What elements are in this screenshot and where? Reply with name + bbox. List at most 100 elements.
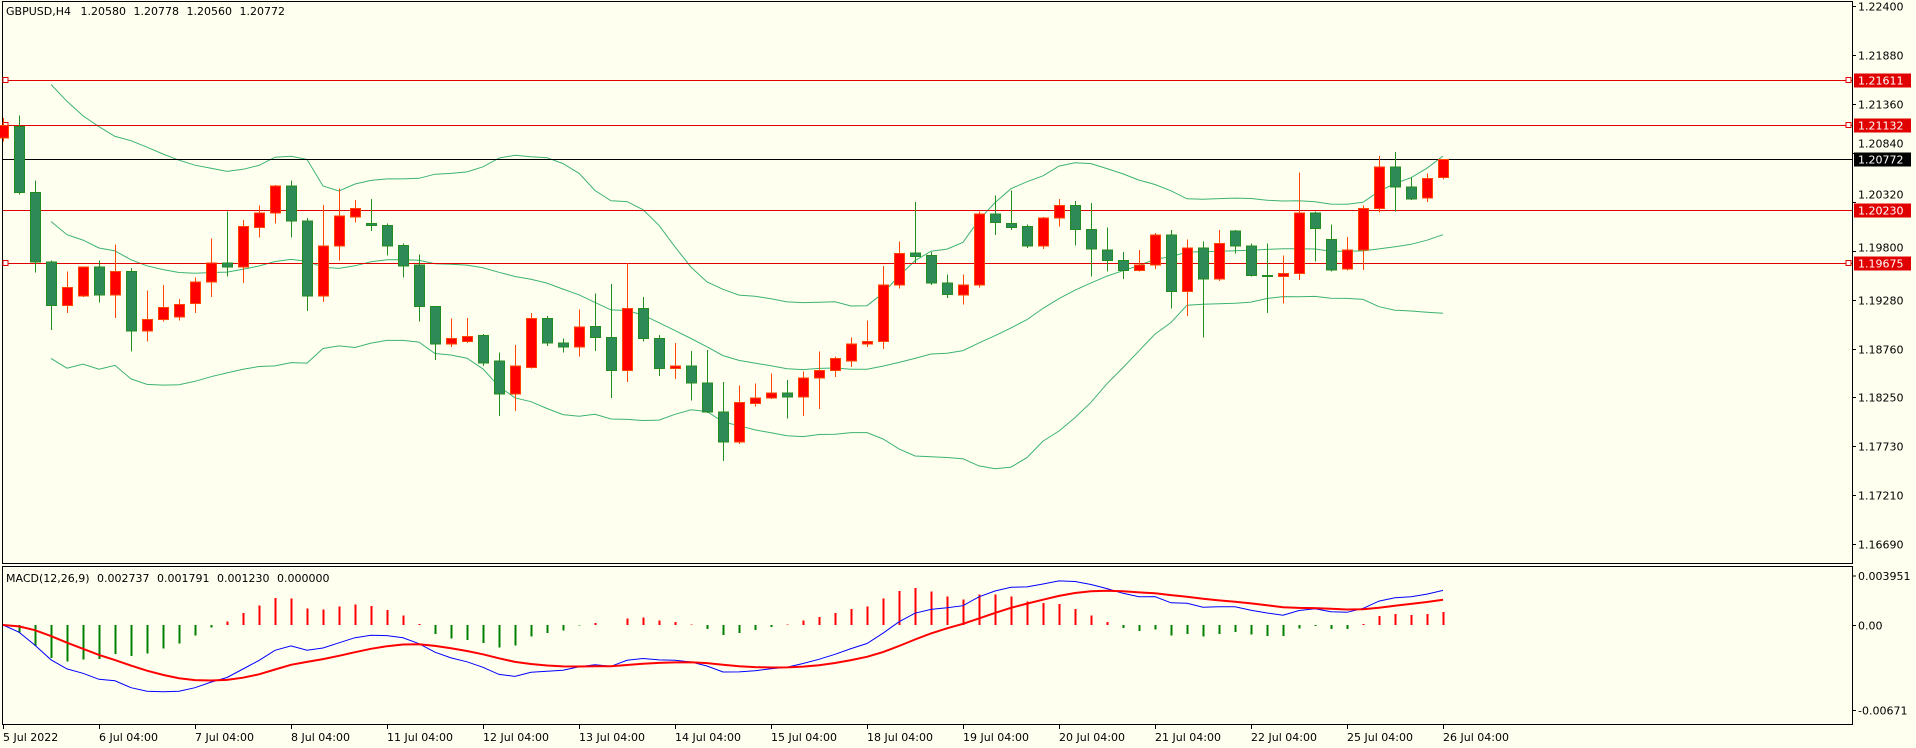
bearish-candle bbox=[14, 115, 25, 195]
price-tag bbox=[1854, 256, 1911, 271]
bearish-candle bbox=[478, 333, 489, 366]
bearish-candle bbox=[1198, 241, 1209, 338]
time-tick-label: 15 Jul 04:00 bbox=[771, 731, 837, 744]
bullish-candle bbox=[110, 244, 121, 318]
candle-body bbox=[638, 307, 649, 340]
bearish-candle bbox=[430, 305, 441, 361]
price-tick-label: 1.20840 bbox=[1858, 138, 1904, 151]
bullish-candle bbox=[894, 241, 905, 289]
bullish-candle bbox=[62, 271, 73, 314]
candle-body bbox=[1038, 217, 1049, 247]
bearish-candle bbox=[638, 297, 649, 342]
candle-body bbox=[846, 343, 857, 362]
candle-body bbox=[62, 287, 73, 307]
candle-body bbox=[494, 360, 505, 395]
bearish-candle bbox=[926, 251, 937, 285]
bearish-candle bbox=[942, 274, 953, 299]
macd-tick-label: 0.003951 bbox=[1858, 570, 1911, 583]
bearish-candle bbox=[1406, 177, 1417, 201]
bullish-candle bbox=[622, 263, 633, 382]
bearish-candle bbox=[686, 350, 697, 401]
bearish-candle bbox=[94, 260, 105, 303]
bullish-candle bbox=[814, 351, 825, 410]
bearish-candle bbox=[1326, 224, 1337, 272]
price-axis: 1.22400 1.21880 1.21360 1.20840 1.20320 1.198… bbox=[1852, 1, 1911, 552]
candle-body bbox=[830, 357, 841, 372]
candle-body bbox=[766, 392, 777, 399]
macd-value-4: 0.000000 bbox=[277, 572, 330, 585]
price-tick-label: 1.21360 bbox=[1858, 99, 1904, 112]
candle-body bbox=[798, 377, 809, 398]
candle-body bbox=[718, 411, 729, 443]
price-tick-label: 1.16690 bbox=[1858, 539, 1904, 552]
bullish-candle bbox=[238, 219, 249, 283]
candle-body bbox=[382, 224, 393, 247]
candle-body bbox=[702, 382, 713, 413]
line-anchor-handle bbox=[2, 77, 9, 83]
bullish-candle bbox=[1342, 236, 1353, 271]
candle-body bbox=[1070, 205, 1081, 230]
macd-panel[interactable] bbox=[2, 566, 1853, 725]
bullish-candle bbox=[1054, 199, 1065, 227]
bullish-candle bbox=[1182, 239, 1193, 316]
time-axis: 5 Jul 2022 6 Jul 04:00 7 Jul 04:00 8 Jul 04… bbox=[3, 725, 1509, 744]
bearish-candle bbox=[1230, 230, 1241, 254]
candle-body bbox=[126, 271, 137, 332]
bearish-candle bbox=[1262, 243, 1273, 314]
bullish-candle bbox=[510, 345, 521, 412]
bullish-candle bbox=[766, 373, 777, 399]
bollinger-lower-band bbox=[50, 295, 1444, 470]
bearish-candle bbox=[1102, 227, 1113, 272]
bearish-candle bbox=[1070, 200, 1081, 246]
macd-main-line bbox=[2, 580, 1444, 693]
candle-body bbox=[990, 213, 1001, 224]
bullish-candle bbox=[254, 205, 265, 238]
time-tick-label: 5 Jul 2022 bbox=[3, 731, 58, 744]
candle-body bbox=[622, 307, 633, 372]
candle-body bbox=[590, 325, 601, 339]
candle-body bbox=[1166, 234, 1177, 292]
candle-body bbox=[430, 305, 441, 345]
macd-axis: 0.003951 0.00 -0.00671 bbox=[1852, 570, 1911, 718]
price-tick-label: 1.17210 bbox=[1858, 490, 1904, 503]
bearish-candle bbox=[1022, 224, 1033, 249]
candle-body bbox=[942, 282, 953, 295]
candle-body bbox=[1326, 239, 1337, 271]
price-tick-label: 1.19800 bbox=[1858, 242, 1904, 255]
candle-body bbox=[158, 306, 169, 321]
candle-body bbox=[94, 266, 105, 296]
bullish-candle bbox=[158, 284, 169, 322]
bearish-candle bbox=[366, 199, 377, 232]
candle-body bbox=[286, 185, 297, 222]
bearish-candle bbox=[1118, 251, 1129, 280]
price-tag-label: 1.20230 bbox=[1858, 205, 1904, 218]
price-tick-label: 1.18760 bbox=[1858, 344, 1904, 357]
price-tick-label: 1.21880 bbox=[1858, 50, 1904, 63]
bullish-candle bbox=[190, 277, 201, 314]
candle-body bbox=[142, 319, 153, 332]
time-tick-label: 20 Jul 04:00 bbox=[1059, 731, 1125, 744]
candle-body bbox=[110, 271, 121, 296]
candle-body bbox=[974, 213, 985, 286]
bearish-candle bbox=[606, 283, 617, 398]
bollinger-bands bbox=[50, 84, 1444, 470]
macd-indicator bbox=[2, 580, 1445, 693]
bullish-candle bbox=[1214, 230, 1225, 282]
line-anchor-handle bbox=[2, 260, 9, 266]
bullish-candle bbox=[318, 204, 329, 302]
bid-price-tag bbox=[1854, 152, 1911, 167]
candle-body bbox=[46, 261, 57, 307]
candle-body bbox=[1246, 245, 1257, 276]
bullish-candle bbox=[0, 118, 9, 142]
candle-body bbox=[446, 338, 457, 345]
candle-body bbox=[958, 284, 969, 296]
bearish-candle bbox=[286, 180, 297, 238]
bearish-candle bbox=[1086, 202, 1097, 277]
bearish-candle bbox=[910, 201, 921, 264]
candle-body bbox=[30, 192, 41, 263]
price-tag bbox=[1854, 203, 1911, 218]
candle-body bbox=[1054, 205, 1065, 219]
bollinger-middle-band bbox=[50, 221, 1444, 371]
candle-body bbox=[1134, 264, 1145, 272]
